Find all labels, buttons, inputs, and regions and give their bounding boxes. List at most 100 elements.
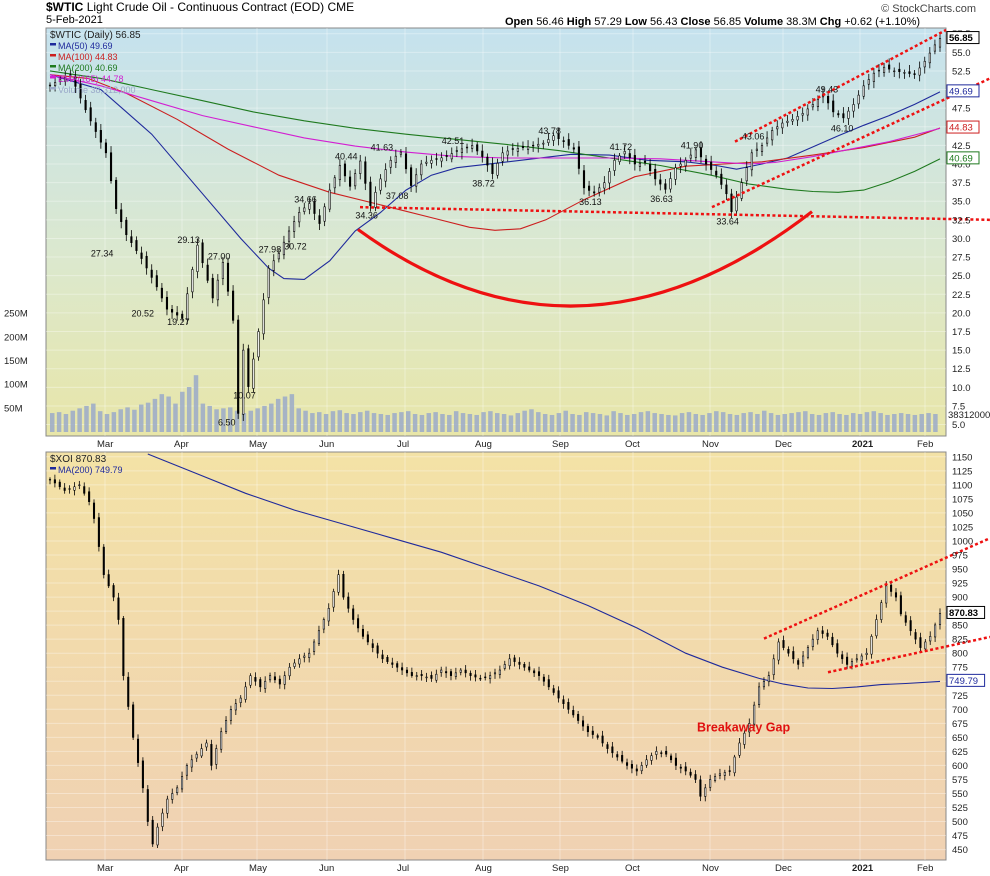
value-tag-label: 49.69 [949, 86, 973, 97]
volume-bar [440, 414, 445, 432]
x-tick-label: Jun [319, 863, 334, 874]
volume-bar [536, 412, 541, 432]
price-annotation: 20.52 [132, 309, 155, 319]
candle-body [888, 64, 891, 70]
candle-body [730, 193, 733, 212]
y-tick-label: 475 [952, 831, 968, 842]
y-tick-label: 900 [952, 593, 968, 604]
volume-bar [584, 412, 589, 432]
y-tick-label: 700 [952, 705, 968, 716]
volume-bar [522, 410, 527, 432]
candle-body [430, 159, 433, 164]
candle-body [537, 671, 541, 676]
xoi-trend-overlay [763, 537, 990, 674]
candle-body [837, 113, 840, 116]
xoi-candles [48, 474, 942, 849]
quote-line: Open 56.46 High 57.29 Low 56.43 Close 56… [505, 16, 920, 28]
candle-body [679, 163, 682, 167]
wtic-volume-axis: 50M 100M 150M 200M 250M 38312000 [4, 309, 990, 421]
candle-body [628, 153, 631, 158]
volume-bar [700, 414, 705, 432]
volume-bar [645, 411, 651, 432]
candle-body [337, 574, 340, 593]
candle-body [352, 608, 355, 620]
legend-swatch [50, 54, 56, 57]
volume-bar [289, 394, 295, 432]
wtic-y-axis: 5.0 7.5 10.0 12.5 15.0 17.5 20.0 22.5 25.0 27.5 30… [946, 29, 980, 431]
candle-body [762, 680, 765, 688]
candle-body [655, 751, 658, 755]
candle-body [669, 178, 672, 190]
candle-body [155, 275, 158, 288]
candle-body [694, 149, 697, 158]
candle-body [914, 632, 917, 640]
candle-body [929, 636, 932, 642]
candle-body [904, 615, 907, 623]
support-line-dotted [359, 205, 990, 222]
candle-body [699, 779, 702, 797]
candle-body [596, 735, 599, 738]
candle-body [262, 299, 265, 335]
candle-body [369, 181, 372, 206]
candle-body [348, 176, 352, 187]
candle-body [684, 766, 687, 772]
candle-body [399, 151, 402, 155]
volume-bar [104, 414, 110, 432]
y-tick-label: 725 [952, 691, 968, 702]
candle-body [801, 113, 804, 116]
candle-body [621, 755, 624, 762]
price-annotation: 30.72 [284, 242, 307, 252]
y-tick-label: 7.5 [952, 401, 965, 412]
candle-body [709, 779, 712, 788]
candle-body [577, 146, 580, 169]
candle-body [282, 241, 286, 256]
candle-body [180, 776, 184, 790]
price-annotation: 36.13 [579, 197, 602, 207]
y-tick-label: 500 [952, 817, 968, 828]
candle-body [758, 686, 761, 705]
candle-body [649, 164, 652, 171]
legend-title: $XOI 870.83 [50, 454, 107, 465]
candle-body [593, 191, 596, 194]
legend-title: $WTIC (Daily) 56.85 [50, 30, 141, 41]
volume-bar [419, 414, 425, 432]
candle-body [630, 764, 633, 769]
candle-body [832, 100, 835, 113]
y-tick-label: 1125 [952, 466, 972, 477]
candle-body [787, 648, 790, 654]
candle-body [865, 652, 868, 655]
candle-body [506, 150, 509, 156]
candle-body [283, 675, 286, 685]
candle-body [547, 679, 550, 688]
candle-body [78, 484, 81, 486]
wtic-x-axis: Mar Apr May Jun Jul Aug Sep Oct Nov Dec 2021 Feb [97, 439, 933, 450]
candle-body [562, 140, 565, 142]
candle-body [313, 641, 316, 652]
candle-body [521, 145, 525, 148]
candle-body [343, 163, 347, 177]
candle-body [161, 812, 164, 827]
wtic-moving-averages [49, 70, 941, 280]
candle-body [924, 641, 927, 650]
candle-body [588, 185, 591, 191]
candle-body [777, 641, 780, 661]
chg-label: Chg [819, 16, 842, 28]
y-tick-label: 575 [952, 775, 968, 786]
volume-bar [392, 413, 397, 432]
candle-body [577, 713, 580, 721]
volume-bar [248, 410, 254, 432]
candle-body [508, 658, 511, 667]
candle-body [221, 261, 224, 280]
volume-bar [385, 414, 390, 432]
volume-bar [303, 410, 308, 432]
candle-body [870, 636, 873, 655]
volume-bar [625, 414, 630, 432]
volume-bar [262, 405, 267, 432]
volume-bar [871, 411, 877, 432]
volume-bar [844, 414, 849, 432]
channel-upper-line [763, 537, 990, 640]
volume-bar [659, 414, 664, 432]
candle-body [670, 755, 673, 761]
legend-swatch [50, 43, 56, 46]
candle-body [272, 260, 275, 271]
